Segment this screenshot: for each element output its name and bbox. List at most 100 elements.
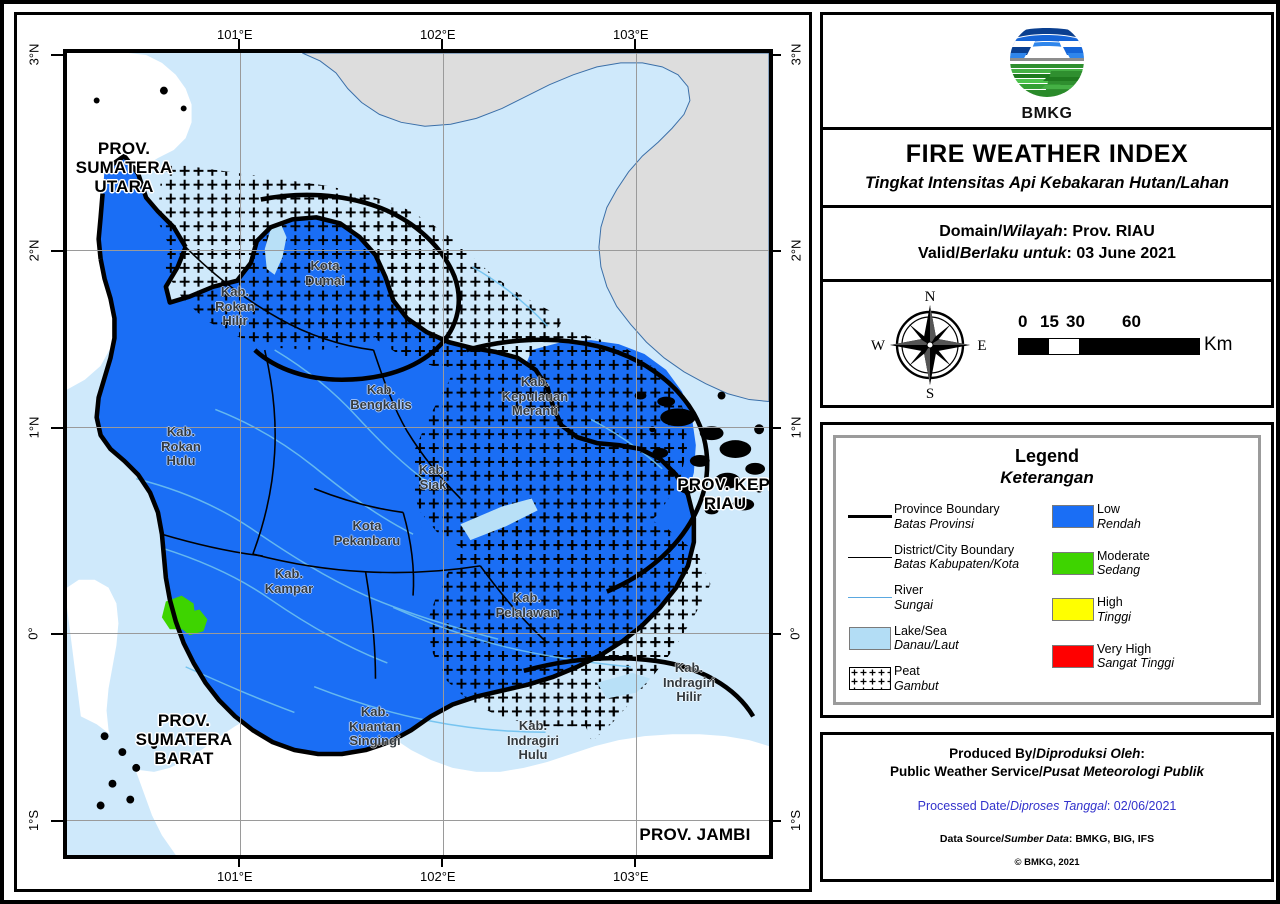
lat-tick-label-right-1: 2°N xyxy=(788,239,804,262)
valid-value: 03 June 2021 xyxy=(1076,245,1176,262)
graticule-lon-103 xyxy=(636,53,637,855)
bmkg-logo-text: BMKG xyxy=(1021,105,1073,122)
scale-unit-label: Km xyxy=(1204,334,1233,355)
processed-value: : 02/06/2021 xyxy=(1106,799,1177,814)
source-en: Data Source/ xyxy=(939,833,1005,846)
very-high-swatch xyxy=(1052,644,1094,668)
legend-class-column: Low Rendah Moderate Sedang xyxy=(1045,502,1248,705)
legend-class-high: High Tinggi xyxy=(1049,595,1248,625)
legend-district-boundary-id: Batas Kabupaten/Kota xyxy=(894,557,1020,572)
scale-seg-1 xyxy=(1019,339,1049,354)
west-coast-sea xyxy=(67,607,176,855)
legend-item-peat: Peat Gambut xyxy=(846,664,1045,694)
legend-columns: Province Boundary Batas Provinsi Distric… xyxy=(846,502,1248,705)
legend-moderate-id: Sedang xyxy=(1097,563,1141,578)
legend-peat-id: Gambut xyxy=(894,678,939,693)
scale-bar-group: 0 15 30 60 Km xyxy=(1018,312,1248,382)
compass-scale-box: N S E W 0 15 30 60 Km xyxy=(820,282,1274,408)
domain-box: Domain/Wilayah: Prov. RIAU Valid/Berlaku… xyxy=(820,208,1274,282)
graticule-lon-102 xyxy=(443,53,444,855)
map-panel: 101°E 102°E 103°E 101°E 102°E 103°E 3°N … xyxy=(14,12,812,892)
lat-tick-label-left-1: 2°N xyxy=(26,239,42,262)
moderate-patch-kampar-2 xyxy=(179,609,208,636)
legend-province-boundary-id: Batas Provinsi xyxy=(894,516,974,531)
district-boundaries xyxy=(161,246,549,679)
legend-box: Legend Keterangan Province Boundary Bata… xyxy=(820,422,1274,718)
source-value: : BMKG, BIG, IFS xyxy=(1068,833,1155,846)
map-frame[interactable]: PROV. SUMATERA UTARA PROV. SUMATERA BARA… xyxy=(63,49,773,859)
domain-label-italic: Wilayah xyxy=(1002,223,1063,240)
lat-tick-left-4 xyxy=(51,820,63,822)
produced-by-line: Produced By/Diproduksi Oleh: xyxy=(831,745,1263,763)
high-swatch xyxy=(1052,598,1094,622)
lat-tick-right-3 xyxy=(769,633,781,635)
compass-south-label: S xyxy=(926,386,934,402)
legend-peat-en: Peat xyxy=(894,664,920,678)
office-en: Public Weather Service/ xyxy=(889,764,1043,780)
credits-box: Produced By/Diproduksi Oleh: Public Weat… xyxy=(820,732,1274,882)
lat-tick-left-1 xyxy=(51,250,63,252)
graticule-lat-2n xyxy=(67,250,769,251)
processed-en: Processed Date/ xyxy=(917,799,1011,814)
lat-tick-label-left-3: 0° xyxy=(25,627,41,640)
legend-item-lake-sea: Lake/Sea Danau/Laut xyxy=(846,624,1045,654)
legend-item-river: River Sungai xyxy=(846,583,1045,613)
lon-tick-label-bottom-1: 102°E xyxy=(420,869,456,884)
processed-date-line: Processed Date/Diproses Tanggal: 02/06/2… xyxy=(831,799,1263,813)
lat-tick-label-left-4: 1°S xyxy=(26,809,42,832)
processed-id: Diproses Tanggal xyxy=(1010,799,1107,814)
lon-tick-bottom-0 xyxy=(238,855,240,867)
office-line: Public Weather Service/Pusat Meteorologi… xyxy=(831,763,1263,781)
produced-by-colon: : xyxy=(1140,746,1145,761)
sumatera-barat-jambi-land xyxy=(67,579,769,855)
scale-tick-0: 0 xyxy=(1018,312,1028,331)
legend-very-high-en: Very High xyxy=(1097,641,1152,656)
legend-river-id: Sungai xyxy=(894,597,933,612)
lat-tick-label-right-3: 0° xyxy=(787,627,803,640)
sumatera-utara-land xyxy=(67,53,192,390)
lat-tick-label-right-0: 3°N xyxy=(788,43,804,66)
river-icon xyxy=(846,585,894,611)
lake-sea-icon xyxy=(846,625,894,651)
copyright-line: © BMKG, 2021 xyxy=(1014,857,1080,869)
kepulauan-riau-islands xyxy=(634,391,766,515)
west-coast-islands xyxy=(93,86,187,810)
lon-tick-top-1 xyxy=(441,39,443,51)
lat-tick-right-4 xyxy=(769,820,781,822)
low-swatch-icon xyxy=(1049,504,1097,530)
compass-west-label: W xyxy=(871,338,886,354)
legend-high-id: Tinggi xyxy=(1097,609,1131,624)
scale-seg-3 xyxy=(1079,339,1199,354)
legend-province-boundary-en: Province Boundary xyxy=(894,502,1000,516)
malaysia-landmass xyxy=(302,53,769,403)
map-graphic xyxy=(67,53,769,855)
lon-tick-label-bottom-0: 101°E xyxy=(217,869,253,884)
sidebar: BMKG FIRE WEATHER INDEX Tingkat Intensit… xyxy=(820,12,1274,892)
inland-water xyxy=(264,223,651,699)
page-title: FIRE WEATHER INDEX xyxy=(905,140,1189,168)
legend-class-moderate: Moderate Sedang xyxy=(1049,549,1248,579)
lat-tick-left-2 xyxy=(51,427,63,429)
valid-sep: : xyxy=(1066,245,1077,262)
lon-tick-bottom-2 xyxy=(634,855,636,867)
legend-class-very-high: Very High Sangat Tinggi xyxy=(1049,642,1248,672)
scale-tick-1: 15 xyxy=(1040,312,1059,331)
lon-tick-label-bottom-2: 103°E xyxy=(613,869,649,884)
legend-item-district-boundary: District/City Boundary Batas Kabupaten/K… xyxy=(846,543,1045,573)
province-boundary-icon xyxy=(846,504,894,530)
legend-inner: Legend Keterangan Province Boundary Bata… xyxy=(833,435,1261,705)
valid-label: Valid/ xyxy=(918,245,960,262)
domain-sep: : xyxy=(1062,223,1073,240)
peat-icon xyxy=(846,666,894,692)
lon-tick-label-top-0: 101°E xyxy=(217,27,253,42)
graticule-lat-1n xyxy=(67,427,769,428)
data-source-line: Data Source/Sumber Data: BMKG, BIG, IFS xyxy=(831,833,1263,845)
moderate-swatch-icon xyxy=(1049,550,1097,576)
legend-title: Legend Keterangan xyxy=(846,446,1248,488)
legend-low-en: Low xyxy=(1097,502,1120,516)
logo-box: BMKG xyxy=(820,12,1274,130)
compass-east-label: E xyxy=(977,338,986,354)
lat-tick-label-right-2: 1°N xyxy=(788,416,804,439)
legend-moderate-en: Moderate xyxy=(1097,548,1150,563)
